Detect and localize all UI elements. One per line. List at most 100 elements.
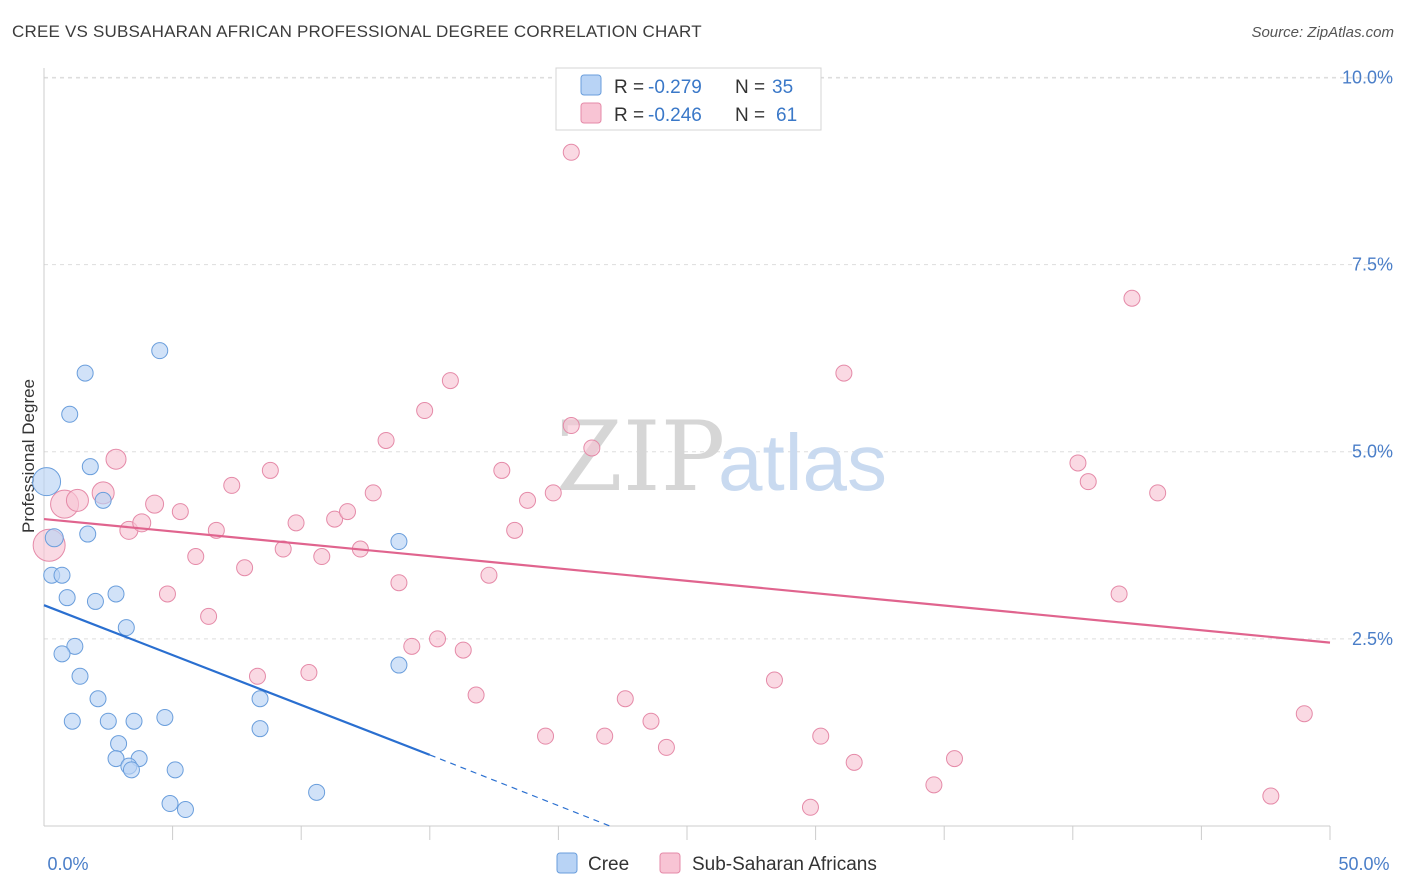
ssa-legend-swatch — [580, 102, 602, 124]
ssa-point-35 — [506, 521, 524, 539]
y-tick-label-3: 10.0% — [1342, 67, 1393, 87]
cree-point-6 — [76, 364, 94, 382]
cree-point-29 — [151, 342, 169, 360]
y-tick-label-1: 5.0% — [1352, 442, 1393, 462]
cree-r-value: -0.279 — [648, 77, 702, 98]
ssa-point-58 — [1262, 787, 1280, 805]
ssa-point-32 — [467, 686, 485, 704]
x-tick-label-0: 0.0% — [47, 854, 88, 874]
ssa-n-label: N = — [735, 105, 765, 126]
cree-point-11 — [107, 585, 125, 603]
ssa-point-59 — [1295, 705, 1313, 723]
cree-point-12 — [66, 637, 84, 655]
cree-point-13 — [53, 645, 71, 663]
cree-point-3 — [53, 566, 71, 584]
ssa-point-28 — [416, 402, 434, 420]
cree-point-5 — [61, 405, 79, 423]
y-tick-labels: 2.5% 5.0% 7.5% 10.0% — [1342, 67, 1393, 648]
ssa-point-51 — [925, 776, 943, 794]
ssa-point-2 — [65, 488, 89, 512]
ssa-point-29 — [429, 630, 447, 648]
ssa-point-40 — [562, 417, 580, 435]
cree-point-31 — [251, 720, 269, 738]
cree-point-34 — [390, 656, 408, 674]
cree-point-1 — [44, 528, 64, 548]
watermark-zip: ZIP — [556, 401, 725, 513]
cree-point-7 — [81, 458, 99, 476]
ssa-point-37 — [537, 727, 555, 745]
ssa-n-value: 61 — [776, 105, 797, 126]
cree-point-18 — [117, 619, 135, 637]
cree-trend-extension — [429, 754, 611, 827]
ssa-point-49 — [835, 364, 853, 382]
legend-cree-swatch — [556, 852, 578, 874]
ssa-trend-line — [43, 517, 1331, 644]
cree-point-19 — [125, 712, 143, 730]
ssa-point-22 — [338, 503, 356, 521]
ssa-point-26 — [390, 574, 408, 592]
ssa-point-15 — [248, 667, 266, 685]
ssa-point-46 — [765, 671, 783, 689]
ssa-point-47 — [801, 798, 819, 816]
y-axis-label: Professional Degree — [19, 379, 38, 533]
ssa-point-56 — [1123, 289, 1141, 307]
ssa-point-4 — [105, 448, 127, 470]
cree-n-value: 35 — [772, 77, 793, 98]
cree-point-10 — [86, 592, 104, 610]
ssa-point-57 — [1149, 484, 1167, 502]
ssa-point-18 — [287, 514, 305, 532]
x-ticks: 0.0% 50.0% — [47, 826, 1390, 874]
ssa-point-52 — [945, 750, 963, 768]
ssa-point-48 — [812, 727, 830, 745]
cree-point-15 — [89, 690, 107, 708]
ssa-point-19 — [300, 664, 318, 682]
series-legend: Cree Sub-Saharan Africans — [556, 852, 877, 875]
y-tick-label-0: 2.5% — [1352, 629, 1393, 649]
legend-cree-label: Cree — [588, 854, 629, 875]
ssa-point-24 — [364, 484, 382, 502]
ssa-point-34 — [493, 461, 511, 479]
ssa-point-50 — [845, 753, 863, 771]
source-credit: Source: ZipAtlas.com — [1251, 24, 1394, 41]
ssa-point-10 — [187, 548, 205, 566]
legend-ssa-label: Sub-Saharan Africans — [692, 854, 877, 875]
cree-point-32 — [308, 783, 326, 801]
ssa-point-41 — [583, 439, 601, 457]
zipatlas-watermark: ZIP atlas — [556, 401, 887, 513]
series-cree-points — [32, 342, 408, 819]
ssa-point-14 — [236, 559, 254, 577]
ssa-point-30 — [441, 372, 459, 390]
cree-point-22 — [107, 750, 125, 768]
cree-point-27 — [161, 795, 179, 813]
ssa-point-7 — [145, 494, 165, 514]
ssa-r-value: -0.246 — [648, 105, 702, 126]
cree-point-26 — [166, 761, 184, 779]
ssa-r-label: R = — [614, 105, 644, 126]
ssa-point-36 — [519, 491, 537, 509]
ssa-point-54 — [1079, 473, 1097, 491]
ssa-point-27 — [403, 637, 421, 655]
ssa-point-43 — [616, 690, 634, 708]
ssa-point-16 — [261, 461, 279, 479]
cree-point-17 — [99, 712, 117, 730]
stats-legend: R = -0.279 N = 35 R = -0.246 N = 61 — [555, 67, 822, 131]
ssa-point-39 — [562, 143, 580, 161]
cree-point-21 — [110, 735, 128, 753]
ssa-point-20 — [313, 548, 331, 566]
x-tick-label-50: 50.0% — [1338, 854, 1389, 874]
legend-ssa-swatch — [659, 852, 681, 874]
cree-point-4 — [58, 589, 76, 607]
y-tick-label-2: 7.5% — [1352, 255, 1393, 275]
watermark-atlas: atlas — [718, 418, 887, 507]
cree-n-label: N = — [735, 77, 765, 98]
ssa-point-42 — [596, 727, 614, 745]
cree-point-14 — [71, 667, 89, 685]
cree-point-8 — [79, 525, 97, 543]
ssa-point-13 — [223, 476, 241, 494]
cree-point-0 — [32, 467, 62, 497]
cree-point-28 — [176, 801, 194, 819]
ssa-point-38 — [544, 484, 562, 502]
cree-legend-swatch — [580, 74, 602, 96]
ssa-point-44 — [642, 712, 660, 730]
ssa-point-21 — [326, 510, 344, 528]
